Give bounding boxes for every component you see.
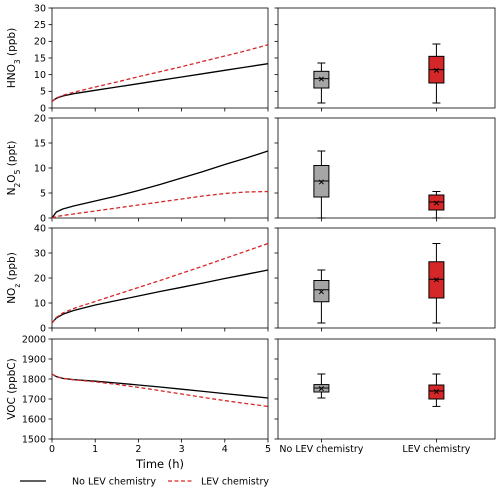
line-axes-frame [51, 7, 269, 109]
y-axis-label-text: O [6, 174, 18, 182]
y-tick-label: 0 [40, 213, 46, 224]
y-tick-label: 25 [34, 20, 46, 31]
y-axis-label: NOz (ppb) [6, 252, 22, 304]
box-category-label: LEV chemistry [402, 444, 470, 455]
x-axis-title: Time (h) [135, 457, 184, 471]
y-tick-label: 1700 [22, 394, 46, 405]
y-tick-label: 30 [34, 3, 46, 14]
y-tick-label: 20 [34, 113, 46, 124]
y-tick-label: 30 [34, 248, 46, 259]
series-line-lev [51, 190, 269, 219]
y-axis-label: VOC (ppbC) [6, 358, 18, 419]
legend-label-no-lev: No LEV chemistry [72, 477, 156, 488]
panel-3: 1500 1600 1700 1800 1900 2000 0 1 2 3 4 5 VOC (ppbC)… [6, 334, 496, 455]
box-mean-marker [318, 386, 324, 392]
box-category-label: No LEV chemistry [279, 444, 363, 455]
legend: No LEV chemistry LEV chemistry [20, 477, 269, 488]
box-mean-marker [318, 76, 324, 82]
x-tick-label: 3 [179, 444, 185, 455]
box-mean-marker [433, 277, 439, 283]
box-lev [428, 43, 445, 104]
box-axes-frame [277, 227, 496, 329]
series-line-lev [51, 44, 269, 102]
y-axis-label-subscript: 3 [13, 59, 22, 64]
box-axes-frame [277, 117, 496, 219]
x-tick-label: 5 [265, 444, 271, 455]
box-lev [428, 373, 445, 407]
y-axis-label-subscript: z [13, 284, 22, 288]
y-tick-label: 15 [34, 138, 46, 149]
y-tick-label: 1800 [22, 374, 46, 385]
series-line-no-lev [51, 150, 269, 219]
series-line-lev [51, 373, 269, 408]
box-mean-marker [433, 389, 439, 395]
box-mean-marker [433, 67, 439, 73]
y-axis-label-text: NO [6, 288, 18, 304]
y-tick-label: 5 [40, 87, 46, 98]
y-axis-label-subscript: 2 [13, 182, 22, 187]
y-tick-label: 1900 [22, 354, 46, 365]
y-tick-label: 10 [34, 298, 46, 309]
x-tick-label: 0 [49, 444, 55, 455]
y-tick-label: 40 [34, 223, 46, 234]
y-axis-label-text: HNO [6, 64, 18, 88]
box-lev [428, 243, 445, 324]
box-mean-marker [318, 289, 324, 295]
box-lev [428, 191, 445, 219]
x-tick-label: 4 [222, 444, 228, 455]
y-tick-label: 0 [40, 103, 46, 114]
series-line-no-lev [51, 373, 269, 399]
x-tick-label: 2 [135, 444, 141, 455]
y-tick-label: 2000 [22, 334, 46, 345]
box-mean-marker [318, 179, 324, 185]
y-tick-label: 1600 [22, 414, 46, 425]
y-axis-label-text: N [6, 187, 18, 195]
box-no-lev [313, 150, 330, 219]
legend-label-lev: LEV chemistry [201, 477, 269, 488]
series-line-no-lev [51, 269, 269, 324]
x-tick-label: 1 [92, 444, 98, 455]
box-axes-frame [277, 7, 496, 109]
y-tick-label: 10 [34, 70, 46, 81]
y-tick-label: 20 [34, 273, 46, 284]
series-line-no-lev [51, 63, 269, 102]
box-no-lev [313, 62, 330, 104]
y-tick-label: 0 [40, 323, 46, 334]
y-axis-label: N2O5 (ppt) [6, 141, 22, 196]
y-tick-label: 20 [34, 37, 46, 48]
y-tick-label: 5 [40, 188, 46, 199]
y-axis-label-text: VOC (ppbC) [6, 358, 18, 419]
y-axis-label-text: (ppb) [6, 252, 18, 284]
y-tick-label: 15 [34, 53, 46, 64]
y-tick-label: 10 [34, 163, 46, 174]
box-no-lev [313, 373, 330, 399]
y-tick-label: 1500 [22, 434, 46, 445]
panel-0: 0 5 10 15 20 25 30 HNO3 (ppb) [6, 3, 496, 114]
y-axis-label-text: (ppb) [6, 28, 18, 60]
line-axes-frame [51, 227, 269, 329]
y-axis-label: HNO3 (ppb) [6, 28, 22, 88]
series-line-lev [51, 242, 269, 324]
box-axes-frame [277, 338, 496, 440]
line-axes-frame [51, 338, 269, 440]
panel-2: 0 10 20 30 40 NOz (ppb) [6, 223, 496, 334]
y-axis-label-text: (ppt) [6, 141, 18, 170]
y-axis-label-subscript: 5 [13, 169, 22, 174]
box-mean-marker [433, 200, 439, 206]
box-no-lev [313, 269, 330, 324]
